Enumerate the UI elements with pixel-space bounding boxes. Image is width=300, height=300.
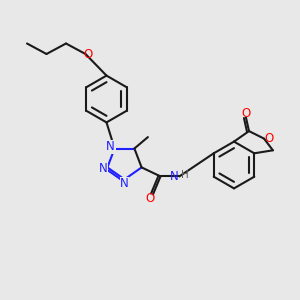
Text: N: N [106, 140, 115, 154]
Text: N: N [99, 162, 108, 176]
Text: N: N [120, 177, 129, 190]
Text: O: O [146, 191, 154, 205]
Text: N: N [170, 170, 179, 183]
Text: O: O [83, 47, 92, 61]
Text: O: O [242, 107, 250, 120]
Text: H: H [181, 170, 189, 180]
Text: O: O [265, 132, 274, 145]
